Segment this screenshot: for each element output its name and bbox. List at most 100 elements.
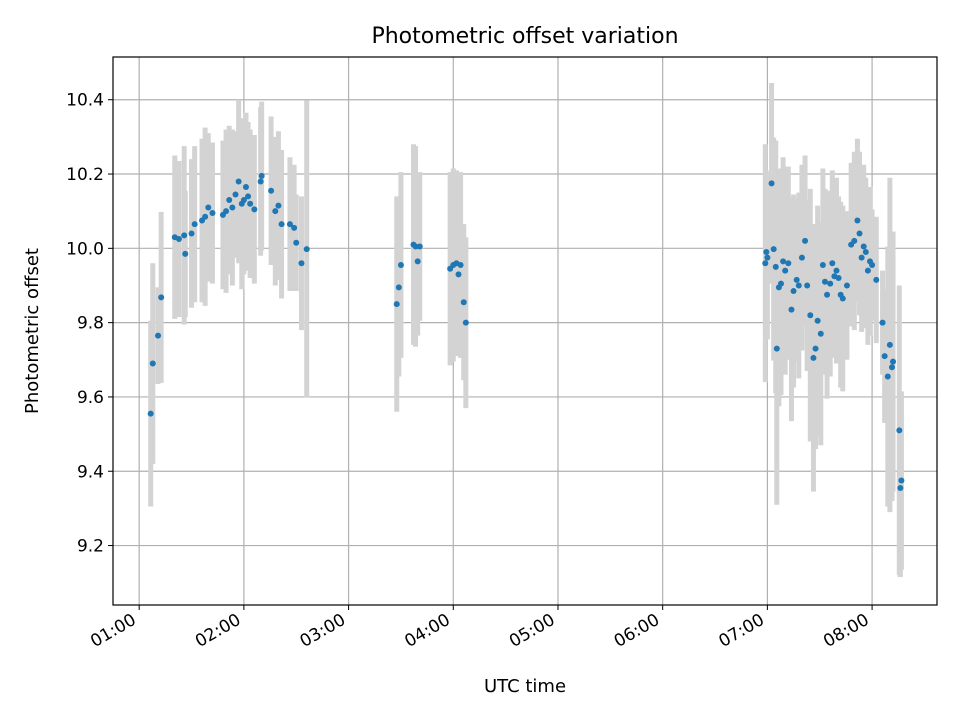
data-point — [890, 358, 897, 365]
data-point — [777, 280, 784, 287]
data-point — [829, 260, 836, 267]
data-point — [821, 278, 828, 285]
data-point — [191, 221, 198, 228]
data-point — [862, 249, 869, 256]
data-point — [851, 237, 858, 244]
data-point — [395, 284, 402, 291]
data-point — [257, 178, 264, 185]
data-point — [793, 276, 800, 283]
data-point — [397, 262, 404, 269]
data-point — [788, 306, 795, 313]
data-point — [835, 275, 842, 282]
data-point — [242, 184, 249, 191]
y-axis: 9.2 9.4 9.6 9.8 10.0 10.2 10.4 — [66, 91, 113, 557]
data-point — [897, 484, 904, 491]
data-point — [839, 295, 846, 302]
data-points — [147, 172, 905, 491]
data-point — [762, 260, 769, 267]
data-point — [226, 197, 233, 204]
data-point — [785, 260, 792, 267]
y-tick-label: 9.8 — [77, 314, 104, 334]
data-point — [819, 262, 826, 269]
data-point — [457, 262, 464, 269]
data-point — [188, 230, 195, 237]
y-axis-label: Photometric offset — [22, 248, 43, 414]
data-point — [182, 250, 189, 257]
data-point — [833, 267, 840, 274]
data-point — [278, 221, 285, 228]
data-point — [247, 200, 254, 207]
data-point — [860, 243, 867, 250]
data-point — [884, 373, 891, 380]
data-point — [881, 353, 888, 360]
data-point — [291, 224, 298, 231]
data-point — [807, 312, 814, 319]
data-point — [229, 204, 236, 211]
data-point — [158, 294, 165, 301]
data-point — [896, 427, 903, 434]
data-point — [873, 276, 880, 283]
data-point — [293, 239, 300, 246]
data-point — [175, 236, 182, 243]
data-point — [462, 319, 469, 326]
data-point — [856, 230, 863, 237]
data-point — [814, 317, 821, 324]
data-point — [416, 243, 423, 250]
data-point — [824, 291, 831, 298]
data-point — [286, 221, 293, 228]
data-point — [812, 345, 819, 352]
data-point — [879, 319, 886, 326]
x-axis-label: UTC time — [484, 676, 566, 697]
data-point — [898, 477, 905, 484]
data-point — [864, 267, 871, 274]
data-point — [155, 332, 162, 339]
data-point — [810, 354, 817, 361]
data-point — [223, 208, 230, 215]
data-point — [763, 249, 770, 256]
data-point — [460, 299, 467, 306]
data-point — [790, 288, 797, 295]
data-point — [209, 210, 216, 217]
data-point — [272, 208, 279, 215]
data-point — [795, 282, 802, 289]
data-point — [181, 232, 188, 239]
y-tick-label: 9.4 — [77, 462, 104, 482]
chart-title: Photometric offset variation — [371, 24, 678, 49]
data-point — [804, 282, 811, 289]
data-point — [258, 172, 265, 179]
plot-frame — [112, 56, 938, 606]
data-point — [235, 178, 242, 185]
data-point — [827, 280, 834, 287]
data-point — [854, 217, 861, 224]
data-point — [149, 360, 156, 367]
data-point — [298, 260, 305, 267]
data-point — [843, 282, 850, 289]
grid — [113, 57, 937, 605]
data-point — [240, 197, 247, 204]
data-point — [412, 243, 419, 250]
data-point — [858, 254, 865, 261]
y-tick-label: 10.4 — [66, 91, 104, 111]
data-point — [886, 341, 893, 348]
data-point — [202, 213, 209, 220]
data-point — [147, 410, 154, 417]
data-point — [393, 301, 400, 308]
data-point — [817, 330, 824, 337]
data-point — [888, 364, 895, 371]
data-point — [773, 345, 780, 352]
data-point — [251, 206, 258, 213]
data-point — [268, 187, 275, 194]
data-point — [772, 263, 779, 270]
y-tick-label: 9.2 — [77, 537, 104, 557]
data-point — [414, 258, 421, 265]
data-point — [205, 204, 212, 211]
data-point — [869, 262, 876, 269]
data-point — [782, 267, 789, 274]
data-point — [780, 258, 787, 265]
data-point — [245, 193, 252, 200]
data-point — [798, 254, 805, 261]
data-point — [770, 246, 777, 253]
y-tick-label: 10.0 — [66, 239, 104, 259]
data-point — [232, 191, 239, 198]
